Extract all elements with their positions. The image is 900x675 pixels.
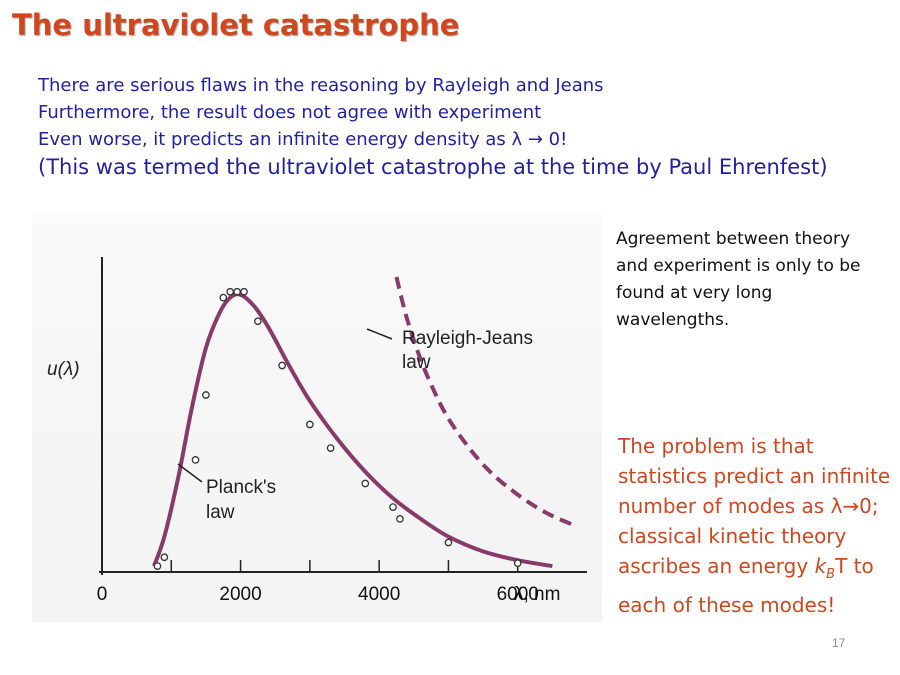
planck-label-line2: law <box>206 502 235 523</box>
x-tick-label: 6000 <box>497 584 539 605</box>
chart-labels: u(λ) λ, nm Rayleigh-Jeans law Planck's law <box>47 328 560 605</box>
data-point <box>233 287 241 296</box>
data-point <box>226 287 235 296</box>
planck-line <box>152 292 553 569</box>
scanned-figure-background <box>32 212 602 622</box>
x-tick-label: 4000 <box>358 584 400 605</box>
data-point <box>153 562 162 570</box>
planck-curve <box>152 292 553 569</box>
data-point <box>444 538 453 547</box>
x-tick-label: 2000 <box>219 584 261 605</box>
radiation-chart: 0 2000 4000 6000 u(λ) λ, nm Rayleigh-Jeans law… <box>47 257 587 605</box>
data-point <box>160 553 169 562</box>
data-point <box>278 361 286 370</box>
problem-text-part1: The problem is that statistics predict a… <box>618 434 891 578</box>
slide-title: The ultraviolet catastrophe <box>12 8 460 42</box>
problem-text-part2: T to each of these modes! <box>618 554 874 617</box>
problem-note: The problem is that statistics predict a… <box>618 431 898 620</box>
data-point <box>306 420 314 429</box>
rayleigh-jeans-line <box>394 276 574 527</box>
page-number: 17 <box>832 636 846 650</box>
problem-b-subscript: B <box>826 567 836 582</box>
rayleigh-jeans-label-line1: Rayleigh-Jeans <box>402 328 533 349</box>
experimental-points <box>153 287 522 570</box>
data-point <box>202 391 210 399</box>
chart-axes <box>99 257 587 575</box>
data-point <box>389 503 397 511</box>
bullet-line-flaws: There are serious flaws in the reasoning… <box>38 75 604 96</box>
data-point <box>191 456 200 464</box>
x-ticks: 0 2000 4000 6000 <box>97 560 539 605</box>
data-point <box>219 293 228 302</box>
x-axis-label: λ, nm <box>514 584 560 605</box>
planck-label-line1: Planck's <box>206 477 276 498</box>
data-point <box>326 444 335 452</box>
rayleigh-jeans-pointer <box>366 328 393 340</box>
x-tick-label: 0 <box>97 584 108 605</box>
y-axis-label: u(λ) <box>47 359 80 380</box>
data-point <box>396 515 404 523</box>
problem-k-symbol: k <box>814 554 827 578</box>
agreement-note: Agreement between theory and experiment … <box>616 229 861 330</box>
bullet-list: There are serious flaws in the reasoning… <box>38 72 828 181</box>
bullet-line-ehrenfest: (This was termed the ultraviolet catastr… <box>38 155 828 179</box>
data-point <box>513 559 522 567</box>
bullet-line-infinite: Even worse, it predicts an infinite ener… <box>38 129 568 150</box>
bullet-line-experiment: Furthermore, the result does not agree w… <box>38 102 542 123</box>
data-point <box>240 287 248 296</box>
data-point <box>361 479 370 488</box>
planck-pointer <box>177 463 203 483</box>
rayleigh-jeans-label-line2: law <box>402 352 431 373</box>
rayleigh-jeans-curve <box>394 276 574 527</box>
data-point <box>254 317 262 326</box>
